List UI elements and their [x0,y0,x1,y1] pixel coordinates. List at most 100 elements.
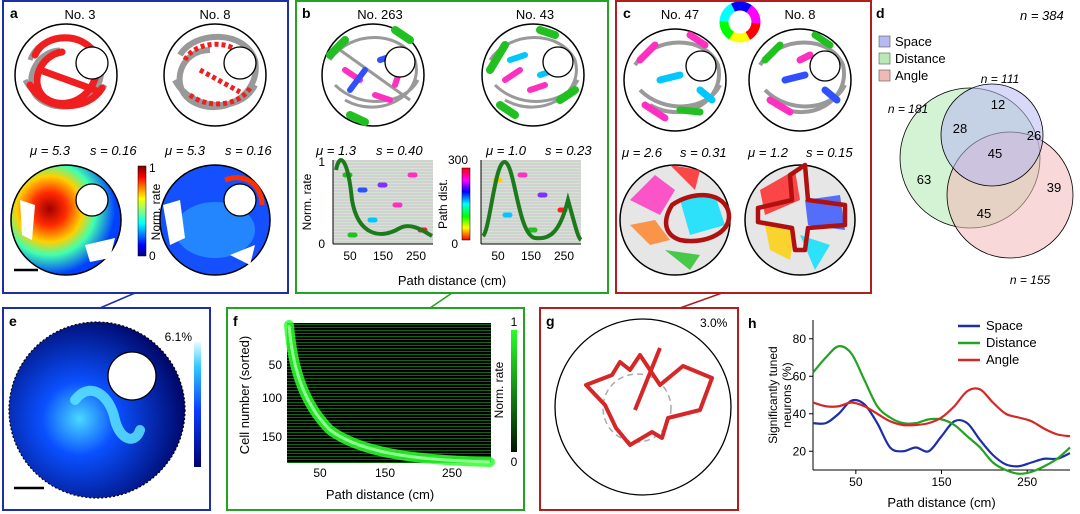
f-ylabel: Cell number (sorted) [237,336,252,455]
trajectory-arena-a1 [14,23,118,127]
h-ylabel-line1: Significantly tuned [766,346,780,443]
h-series-line-angle [812,387,1071,438]
connector-c-g [679,292,723,309]
panel-g: g 3.0% [546,313,732,496]
colorbar-f-min: 0 [511,455,518,469]
panel-letter-h: h [748,315,757,331]
h-ytick-label: 40 [793,407,807,421]
h-ytick-label: 80 [793,332,807,346]
stat-mu-c2: μ = 1.2 [747,145,789,160]
panel-f-frame [226,307,525,511]
stat-mu-b2: μ = 1.0 [485,143,527,158]
f-xtick-250: 250 [442,466,462,480]
polar-map-c1 [619,164,732,276]
percent-g: 3.0% [700,316,728,330]
raster-diagonal-core-f [287,324,491,464]
connector-a-e [99,292,136,309]
trajectory-arena-c1 [623,28,727,132]
stat-s-b1: s = 0.40 [376,143,423,158]
panel-letter-g: g [546,313,555,329]
stat-mu-a1: μ = 5.3 [29,143,71,158]
rate-map-e [8,321,186,499]
venn-region-space-distance: 28 [953,121,967,136]
stat-s-a2: s = 0.16 [225,143,272,158]
legend-label-space: Space [895,34,932,49]
cell-label-a2: No. 8 [199,7,230,22]
venn-circle-space [940,83,1044,187]
h-legend-label-angle: Angle [986,352,1019,367]
stat-s-a1: s = 0.16 [90,143,137,158]
polar-vector-g [633,347,662,411]
colorbar-f [511,330,517,452]
legend-label-distance: Distance [895,51,946,66]
venn-size-distance: n = 181 [888,102,928,116]
panel-b: b No. 263 No. 43 μ = 1.3 s = 0.40 μ = 1.… [300,5,592,288]
venn-size-angle: n = 155 [1010,273,1051,287]
colorbar-b [461,167,471,241]
b-xtick-6: 250 [554,249,574,263]
stat-s-c1: s = 0.31 [680,145,727,160]
f-xtick-50: 50 [313,466,327,480]
cell-label-c1: No. 47 [661,7,699,22]
b-left-ylabel: Norm. rate [300,173,314,230]
panel-a-frame [2,0,289,294]
panel-letter-a: a [10,5,18,21]
arena-obstacle-e [107,351,157,401]
venn-region-all: 45 [988,146,1002,161]
legend-swatch-angle [878,69,891,82]
polar-circle-g [554,318,732,496]
stat-mu-b1: μ = 1.3 [315,143,357,158]
trajectory-arena-a2 [163,23,267,127]
b-right-ytick-300: 300 [448,153,468,167]
trajectory-arena-b1 [321,23,425,127]
colorbar-a-min: 0 [149,249,156,263]
b-xlabel: Path distance (cm) [398,273,506,288]
colorbar-a [137,165,147,257]
panel-letter-f: f [233,313,238,329]
b-left-ytick-0: 0 [318,237,325,251]
venn-region-distance-angle: 45 [977,206,991,221]
venn-region-space-angle: 26 [1027,128,1041,143]
colorbar-a-max: 1 [149,161,156,175]
h-xtick-label: 150 [931,475,951,489]
h-ytick-label: 60 [793,369,807,383]
stat-mu-c1: μ = 2.6 [621,145,663,160]
percent-e: 6.1% [165,330,193,344]
panel-f: f 50 100 150 Cell number (sorted) 50 150… [233,313,518,502]
b-xtick-4: 50 [491,249,505,263]
panel-g-frame [539,307,739,511]
polar-tuning-curve-g [584,353,714,447]
b-left-ytick-1: 1 [318,155,325,169]
colorbar-f-max: 1 [511,315,518,329]
colorbar-e [194,342,201,467]
stat-mu-a2: μ = 5.3 [164,143,206,158]
rate-curve-b1 [334,158,434,238]
trajectory-arena-c2 [748,28,852,132]
h-ytick-label: 20 [793,444,807,458]
venn-region-distance-only: 63 [917,172,931,187]
sorted-raster-f [287,323,491,463]
panel-letter-b: b [302,5,311,21]
b-xtick-3: 250 [406,249,426,263]
line-chart-h: 20 40 60 80 50 150 250 Path distance (cm) Signif… [766,318,1071,510]
f-xlabel: Path distance (cm) [326,487,434,502]
venn-region-space-only: 12 [991,97,1005,112]
polar-map-c2 [744,162,856,276]
b-right-ylabel: Path dist. [436,179,450,229]
stat-s-b2: s = 0.23 [545,143,592,158]
legend-swatch-distance [878,52,891,65]
colorbar-a-label: Norm. rate [149,183,163,240]
legend-label-angle: Angle [895,68,928,83]
panel-c-frame [615,0,872,294]
stat-s-c2: s = 0.15 [806,145,853,160]
cell-label-a1: No. 3 [64,7,95,22]
connector-b-f [429,292,453,309]
h-series-line-space [812,398,1071,468]
panel-c: c No. 47 No. 8 μ = 2.6 [619,1,856,276]
h-ylabel-line2: neurons (%) [780,362,794,427]
b-xtick-1: 50 [343,249,357,263]
trajectory-arena-b2 [481,23,585,127]
panel-e: e 6.1% [8,313,201,499]
hue-wheel [719,1,761,43]
rate-map-a2 [159,164,271,276]
